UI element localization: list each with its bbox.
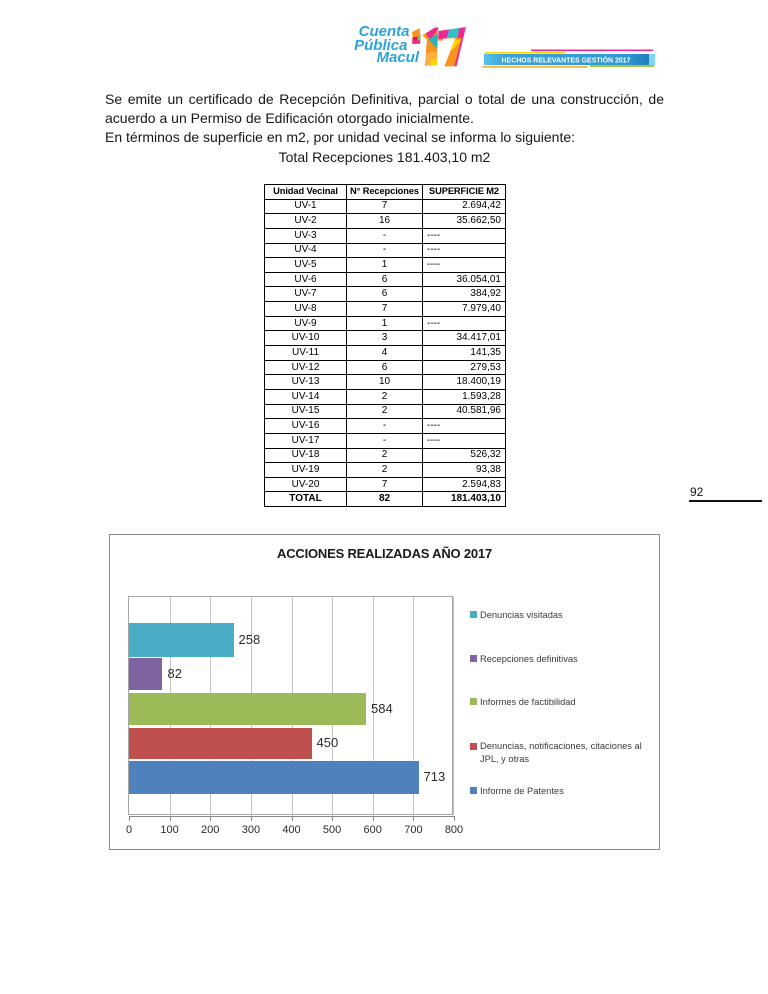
svg-text:HECHOS RELEVANTES GESTIÓN 2017: HECHOS RELEVANTES GESTIÓN 2017 xyxy=(502,55,631,64)
